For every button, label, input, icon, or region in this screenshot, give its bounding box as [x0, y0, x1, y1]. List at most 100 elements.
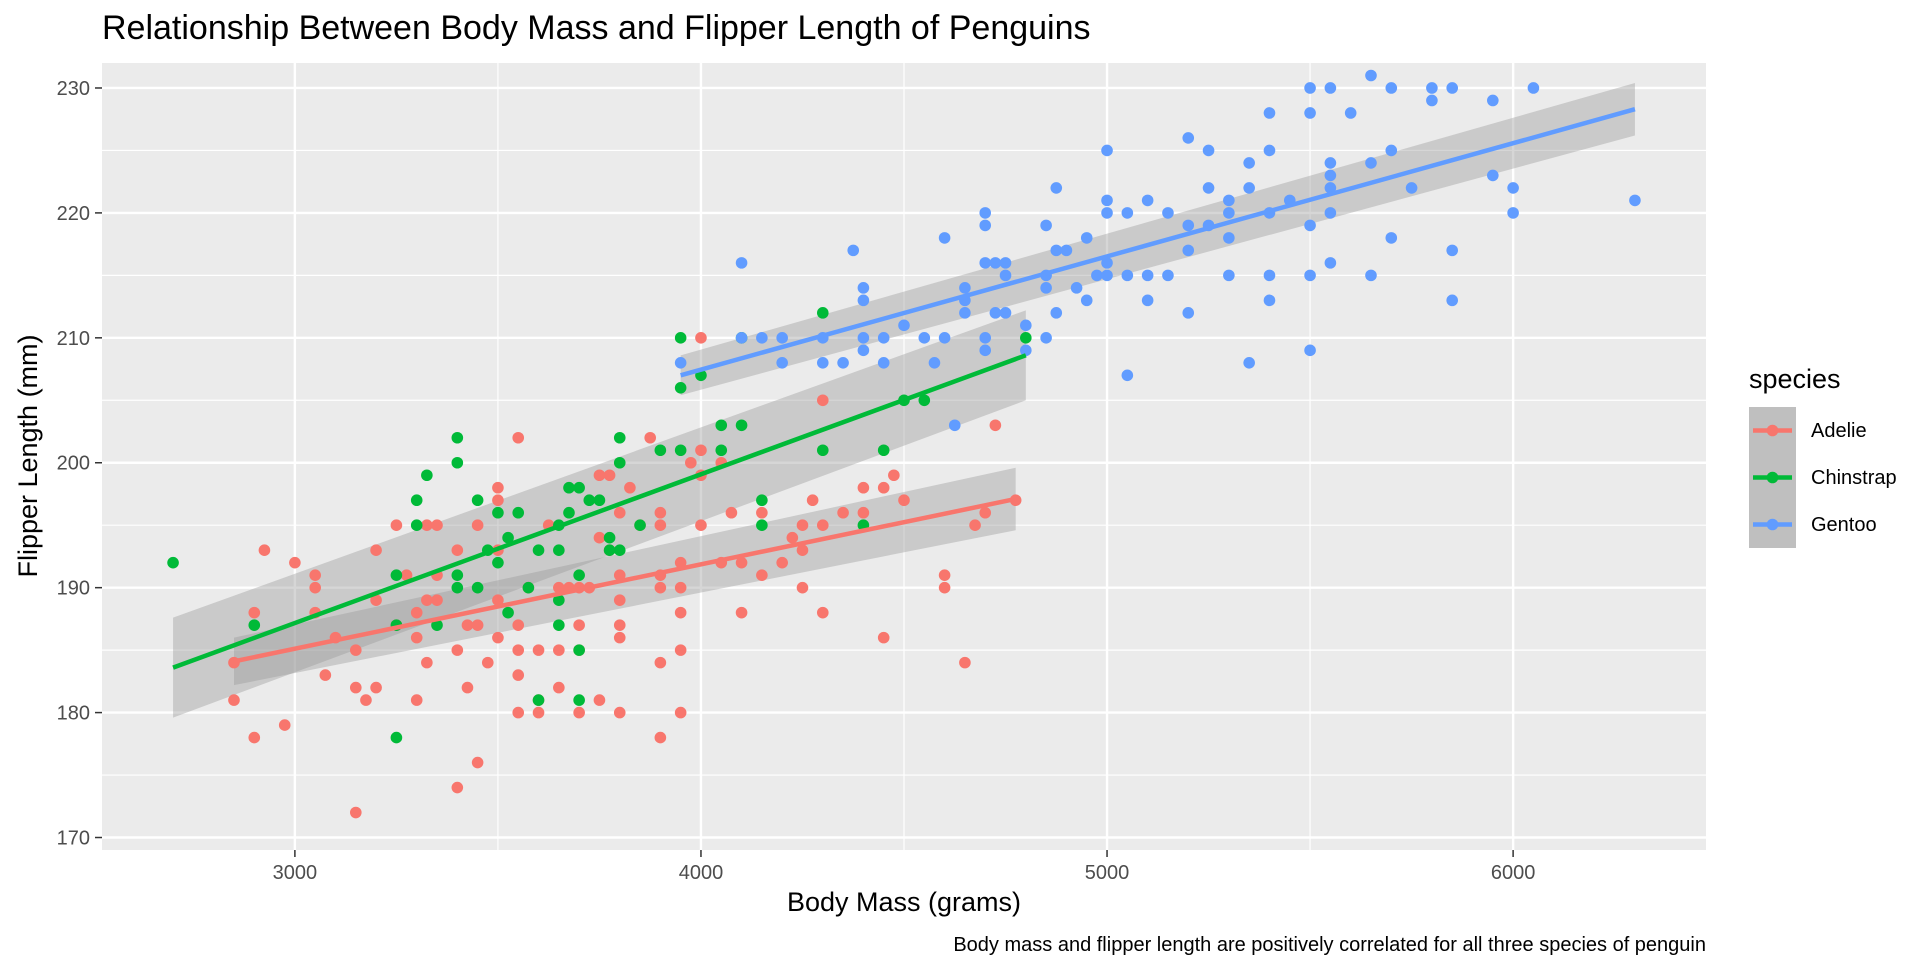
point-chinstrap [492, 506, 504, 519]
point-adelie [938, 581, 951, 594]
point-chinstrap [593, 494, 606, 507]
point-adelie [756, 506, 768, 519]
point-gentoo [1304, 269, 1316, 282]
point-adelie [481, 656, 494, 669]
point-gentoo [999, 307, 1012, 319]
point-gentoo [1020, 344, 1032, 357]
legend-key-point-chinstrap [1766, 471, 1779, 484]
point-gentoo [1304, 107, 1316, 119]
point-gentoo [1243, 157, 1255, 169]
point-chinstrap [918, 394, 931, 407]
point-gentoo [1121, 269, 1134, 282]
point-adelie [309, 581, 321, 594]
point-gentoo [979, 344, 992, 357]
point-adelie [431, 519, 443, 532]
point-adelie [674, 706, 687, 719]
point-gentoo [1263, 144, 1276, 157]
point-gentoo [938, 332, 951, 344]
point-adelie [674, 606, 687, 619]
x-axis-ticks: 3000 4000 5000 6000 [273, 850, 1536, 884]
point-adelie [877, 631, 890, 644]
point-adelie [471, 519, 484, 532]
x-tick-label: 6000 [1491, 862, 1536, 884]
point-chinstrap [512, 506, 525, 519]
point-adelie [370, 544, 382, 556]
x-axis-title: Body Mass (grams) [787, 887, 1021, 917]
point-gentoo [1243, 357, 1255, 369]
point-chinstrap [471, 581, 484, 594]
point-chinstrap [674, 381, 687, 394]
point-chinstrap [563, 506, 575, 519]
chart-caption: Body mass and flipper length are positiv… [953, 934, 1706, 956]
point-gentoo [1324, 257, 1337, 269]
point-adelie [451, 544, 464, 556]
point-adelie [461, 681, 474, 694]
point-chinstrap [715, 419, 728, 432]
point-gentoo [857, 332, 870, 344]
point-adelie [532, 644, 545, 656]
point-gentoo [1050, 244, 1063, 257]
point-gentoo [979, 219, 992, 232]
point-adelie [492, 481, 504, 494]
point-chinstrap [573, 569, 585, 581]
point-adelie [471, 756, 484, 769]
point-adelie [816, 606, 829, 619]
point-gentoo [1487, 94, 1499, 107]
point-adelie [593, 531, 606, 544]
point-gentoo [1507, 182, 1519, 194]
point-gentoo [1182, 307, 1195, 319]
point-adelie [816, 394, 829, 407]
legend-title: species [1749, 364, 1841, 394]
point-adelie [573, 619, 585, 631]
point-adelie [532, 706, 545, 719]
point-gentoo [776, 357, 788, 369]
point-adelie [309, 569, 321, 581]
point-adelie [695, 519, 707, 532]
point-adelie [349, 644, 362, 656]
point-adelie [421, 656, 433, 669]
point-gentoo [877, 332, 890, 344]
point-gentoo [1426, 94, 1438, 107]
point-adelie [410, 694, 423, 706]
point-chinstrap [715, 444, 728, 457]
point-gentoo [1040, 282, 1052, 294]
point-adelie [492, 594, 504, 606]
point-adelie [654, 519, 667, 532]
point-adelie [786, 531, 799, 544]
trend-band-gentoo [680, 82, 1635, 396]
point-gentoo [1050, 307, 1063, 319]
point-adelie [674, 581, 687, 594]
point-adelie [471, 619, 484, 631]
point-adelie [492, 494, 504, 507]
point-gentoo [1101, 194, 1113, 207]
point-chinstrap [471, 494, 484, 507]
point-adelie [725, 506, 738, 519]
point-chinstrap [877, 444, 890, 457]
point-gentoo [1527, 82, 1540, 94]
point-gentoo [1365, 157, 1377, 169]
point-chinstrap [674, 332, 687, 344]
point-gentoo [989, 257, 1002, 269]
point-gentoo [1223, 269, 1235, 282]
point-gentoo [1202, 182, 1215, 194]
point-adelie [857, 481, 870, 494]
point-adelie [421, 519, 433, 532]
point-gentoo [735, 332, 748, 344]
point-gentoo [1324, 182, 1337, 194]
trend-line-adelie [233, 496, 1017, 664]
x-tick-label: 3000 [273, 862, 318, 884]
point-adelie [613, 706, 626, 719]
point-adelie [461, 619, 474, 631]
point-adelie [431, 594, 443, 606]
point-adelie [674, 644, 687, 656]
point-chinstrap [492, 556, 504, 569]
point-chinstrap [502, 606, 514, 619]
legend-key-point-adelie [1766, 424, 1779, 437]
point-adelie [695, 444, 707, 457]
point-chinstrap [613, 456, 626, 469]
point-adelie [421, 594, 433, 606]
legend-label-chinstrap: Chinstrap [1811, 467, 1897, 489]
point-chinstrap [573, 644, 585, 656]
point-chinstrap [532, 694, 545, 706]
point-gentoo [1101, 144, 1113, 157]
